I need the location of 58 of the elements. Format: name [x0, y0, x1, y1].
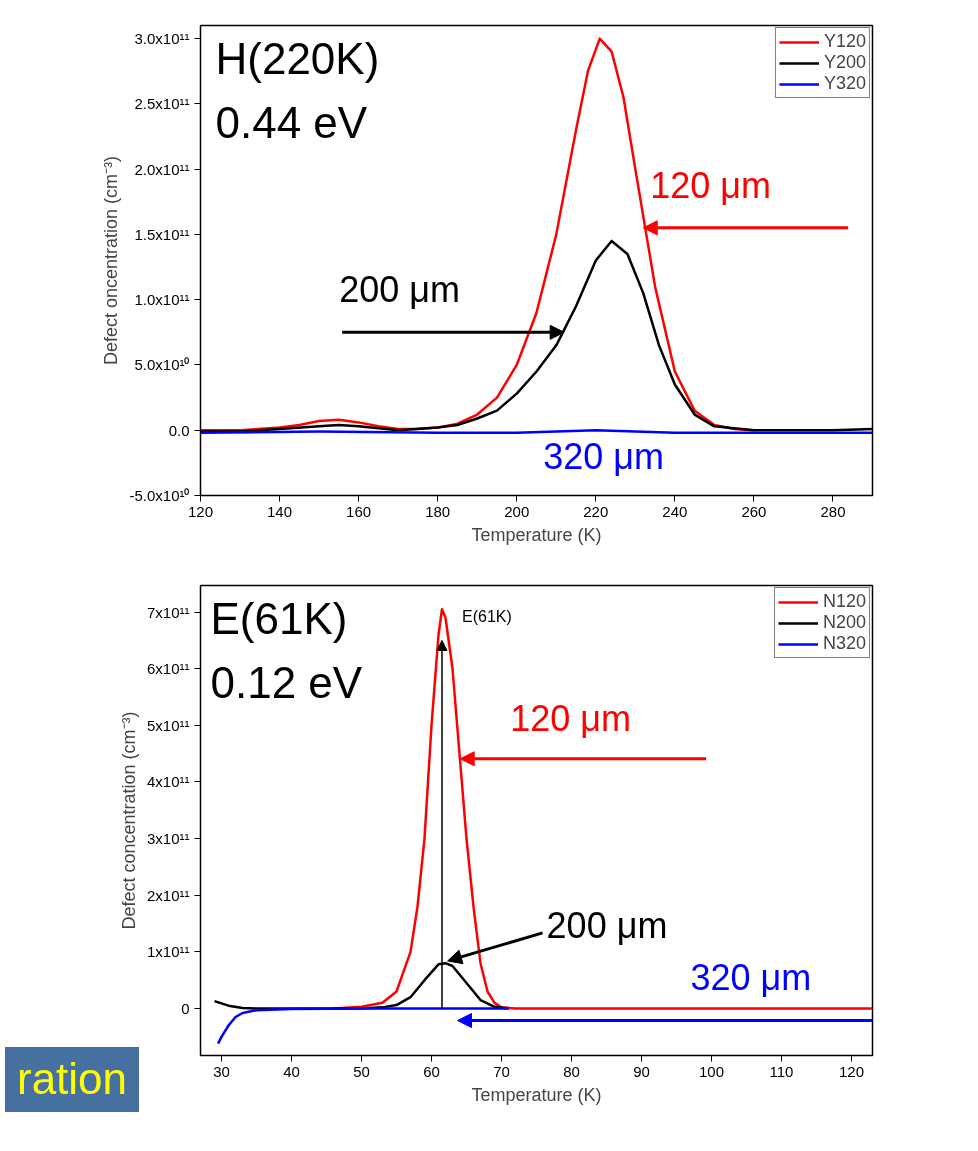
y-tick-label: 3x10¹¹	[146, 830, 190, 848]
annotation: E(61K)	[210, 593, 348, 643]
y-tick-label: 1.5x10¹¹	[134, 225, 190, 243]
x-tick-label: 240	[662, 502, 688, 520]
y-tick-label: 2.5x10¹¹	[134, 95, 190, 113]
y-tick-label: 0	[181, 1000, 190, 1017]
annotation: 0.44 eV	[215, 97, 368, 147]
annotation: 320 μm	[543, 436, 665, 478]
annotation: 200 μm	[339, 269, 460, 311]
annotation: 320 μm	[690, 956, 812, 998]
x-tick-label: 80	[563, 1062, 580, 1080]
legend-label: Y120	[823, 31, 866, 52]
x-tick-label: 70	[493, 1062, 510, 1080]
x-tick-label: 200	[504, 502, 530, 520]
y-axis-title: Defect concentration (cm⁻³)	[118, 711, 139, 930]
annotation: 120 μm	[650, 164, 772, 206]
y-tick-label: 5x10¹¹	[146, 716, 190, 734]
annotation: 0.12 eV	[210, 657, 363, 707]
x-axis-title: Temperature (K)	[471, 1084, 602, 1105]
legend-label: Y320	[823, 73, 866, 94]
x-tick-label: 100	[698, 1062, 725, 1080]
annotation: E(61K)	[462, 608, 512, 626]
x-tick-label: 280	[820, 502, 846, 520]
legend-label: Y200	[823, 52, 866, 73]
annotation: 200 μm	[546, 904, 668, 946]
x-tick-label: 40	[283, 1062, 300, 1080]
x-tick-label: 60	[423, 1062, 440, 1080]
y-tick-label: 3.0x10¹¹	[134, 30, 190, 48]
y-tick-label: 1.0x10¹¹	[134, 291, 190, 309]
annotation: H(220K)	[215, 33, 380, 83]
x-tick-label: 110	[769, 1062, 794, 1080]
y-tick-label: 7x10¹¹	[146, 603, 190, 621]
y-tick-label: 0.0	[168, 421, 190, 439]
x-axis-title: Temperature (K)	[471, 524, 602, 545]
x-tick-label: 160	[346, 502, 372, 520]
line-series	[216, 1007, 510, 1045]
text: ration	[17, 1053, 128, 1105]
x-tick-label: 140	[267, 502, 293, 520]
legend-label: N320	[822, 633, 866, 654]
x-tick-label: 90	[633, 1062, 650, 1080]
x-tick-label: 260	[741, 502, 767, 520]
legend-label: N120	[822, 591, 866, 612]
y-axis-title: Defect oncentration (cm⁻³)	[101, 155, 122, 366]
x-tick-label: 120	[187, 502, 214, 520]
x-tick-label: 120	[838, 1062, 865, 1080]
legend-label: N200	[822, 612, 866, 633]
y-tick-label: 2x10¹¹	[146, 886, 190, 904]
y-tick-label: 6x10¹¹	[146, 660, 190, 678]
y-tick-label: -5.0x10¹⁰	[129, 487, 190, 504]
x-tick-label: 30	[213, 1062, 230, 1080]
x-tick-label: 220	[583, 502, 609, 520]
x-tick-label: 50	[353, 1062, 370, 1080]
y-tick-label: 2.0x10¹¹	[134, 160, 190, 178]
annotation: 120 μm	[510, 697, 631, 739]
y-tick-label: 5.0x10¹⁰	[134, 356, 190, 374]
y-tick-label: 4x10¹¹	[146, 773, 190, 791]
y-tick-label: 1x10¹¹	[146, 943, 190, 961]
x-tick-label: 180	[425, 502, 451, 520]
